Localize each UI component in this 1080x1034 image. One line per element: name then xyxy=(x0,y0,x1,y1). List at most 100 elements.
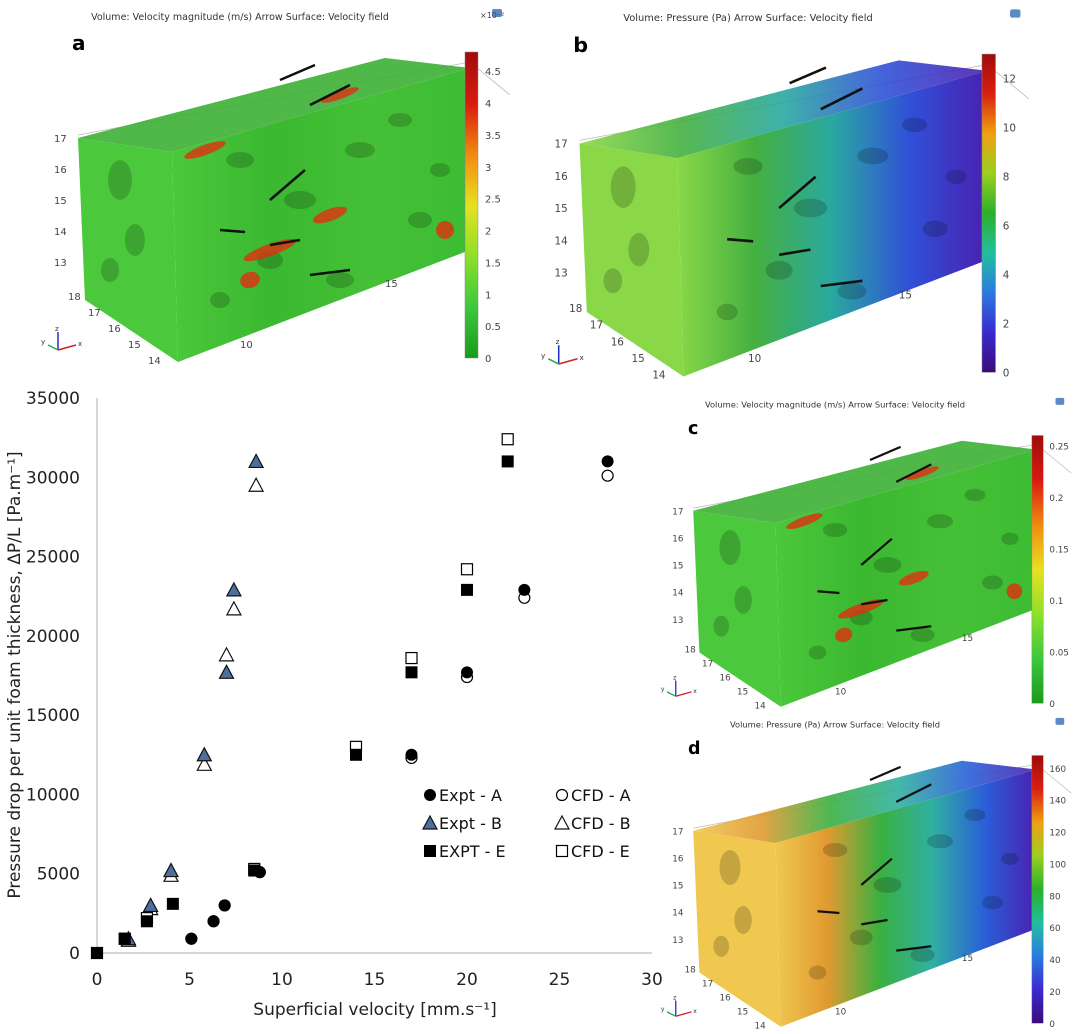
axis-tick-y: 14 xyxy=(755,1022,767,1032)
velocity-arrow xyxy=(896,945,932,952)
velocity-arrow xyxy=(269,238,301,247)
pressure-drop-scatter-chart: 0 5000 10000 15000 20000 25000 30000 35000 0 5 10 1… xyxy=(5,389,663,1020)
velocity-arrow xyxy=(778,248,811,257)
axis-triad-icon: z x y xyxy=(41,325,82,351)
foam-pore xyxy=(857,147,889,165)
data-point xyxy=(501,455,514,468)
panel-letter: c xyxy=(688,419,698,439)
axis-tick-y: 15 xyxy=(632,353,645,365)
legend-label: EXPT - E xyxy=(439,842,506,861)
y-tick-label: 20000 xyxy=(26,627,80,647)
colorbar xyxy=(1031,755,1044,1024)
y-tick-label: 0 xyxy=(69,944,80,964)
legend: Expt - A CFD - A Expt - B CFD - B EXPT - E CF… xyxy=(421,786,631,861)
data-point xyxy=(518,583,531,596)
data-point xyxy=(185,932,198,945)
axis-tick-z: 17 xyxy=(54,134,67,145)
data-point xyxy=(248,453,265,469)
colorbar-tick-label: 20 xyxy=(1049,988,1060,998)
x-axis-label: Superficial velocity [mm.s⁻¹] xyxy=(253,1000,496,1020)
colorbar-tick-label: 0 xyxy=(1049,700,1055,710)
colorbar-tick-label: 4 xyxy=(485,99,491,110)
foam-pore xyxy=(716,303,738,321)
colorbar-tick-label: 10 xyxy=(1003,123,1016,135)
axis-triad-icon: z x y xyxy=(661,995,697,1017)
data-point xyxy=(225,600,242,616)
foam-pore xyxy=(964,808,986,822)
axis-tick-y: 17 xyxy=(88,308,101,319)
axis-tick-z: 14 xyxy=(672,589,684,599)
velocity-arrow xyxy=(817,590,840,595)
simulation-panel-b: Volume: Pressure (Pa) Arrow Surface: Vel… xyxy=(541,9,1030,382)
data-point xyxy=(218,899,231,912)
svg-text:x: x xyxy=(78,340,82,348)
velocity-arrow xyxy=(861,918,888,926)
foam-pore xyxy=(284,191,316,209)
legend-label: Expt - B xyxy=(439,814,502,833)
foam-pore xyxy=(822,523,848,537)
data-point xyxy=(142,897,159,913)
axis-tick-z: 17 xyxy=(672,827,683,837)
velocity-arrow xyxy=(219,228,246,234)
foam-pore xyxy=(910,948,935,962)
y-tick-label: 30000 xyxy=(26,468,80,488)
svg-text:z: z xyxy=(673,995,676,1002)
foam-pore xyxy=(125,224,145,256)
colorbar-tick-label: 160 xyxy=(1049,765,1066,775)
high-velocity-region xyxy=(906,466,939,480)
foam-pore xyxy=(430,163,450,177)
data-point xyxy=(218,664,235,679)
colorbar-multiplier: ×10⁻² xyxy=(480,11,504,20)
foam-front-face xyxy=(78,138,178,362)
velocity-arrow xyxy=(860,537,893,566)
foam-pore xyxy=(982,575,1003,590)
foam-pore xyxy=(765,261,793,280)
legend-marker xyxy=(553,814,571,830)
colorbar-tick-label: 80 xyxy=(1049,892,1060,902)
foam-front-face xyxy=(693,510,781,707)
camera-icon[interactable] xyxy=(1010,9,1021,18)
foam-pore xyxy=(793,198,828,218)
axis-tick-z: 15 xyxy=(672,882,683,892)
camera-icon[interactable] xyxy=(1055,397,1065,405)
simulation-panel-d: Volume: Pressure (Pa) Arrow Surface: Vel… xyxy=(661,717,1072,1032)
panel-letter: d xyxy=(688,739,701,759)
foam-pore xyxy=(926,514,954,529)
high-velocity-region xyxy=(835,627,853,643)
data-point xyxy=(461,583,473,596)
camera-icon[interactable] xyxy=(1055,717,1065,725)
foam-pore xyxy=(808,965,827,980)
foam-pore xyxy=(713,615,730,637)
velocity-arrow xyxy=(727,237,754,243)
y-tick-label: 35000 xyxy=(26,389,80,409)
foam-pore xyxy=(610,166,636,208)
panel-letter: b xyxy=(573,33,588,57)
x-tick-label: 25 xyxy=(549,970,571,990)
colorbar-tick-label: 0 xyxy=(1003,367,1010,379)
axis-tick-y: 18 xyxy=(569,303,582,315)
velocity-arrow xyxy=(817,910,840,915)
camera-icon[interactable] xyxy=(492,9,502,17)
svg-text:y: y xyxy=(41,338,45,346)
foam-top-face xyxy=(78,58,470,152)
y-tick-label: 15000 xyxy=(26,706,80,726)
axis-tick-z: 14 xyxy=(555,235,569,247)
foam-pore xyxy=(922,220,948,238)
axis-tick-y: 15 xyxy=(128,340,141,351)
axis-tick-y: 18 xyxy=(685,966,696,976)
axis-tick-y: 14 xyxy=(755,702,767,712)
colorbar-tick-label: 4.5 xyxy=(485,67,501,78)
axis-triad-icon: z x y xyxy=(541,337,585,365)
foam-pore xyxy=(734,906,752,934)
x-tick-label: 20 xyxy=(456,970,478,990)
velocity-arrow xyxy=(778,175,817,209)
y-axis-label: Pressure drop per unit foam thickness, Δ… xyxy=(5,451,25,898)
colorbar-tick-label: 4 xyxy=(1003,270,1010,282)
axis-tick-y: 16 xyxy=(720,674,732,684)
axis-tick-x: 15 xyxy=(962,634,973,644)
foam-pore xyxy=(808,645,827,660)
colorbar-tick-label: 0.15 xyxy=(1049,545,1068,555)
velocity-arrow xyxy=(309,268,351,277)
legend-marker xyxy=(424,845,436,857)
data-point xyxy=(601,469,614,482)
